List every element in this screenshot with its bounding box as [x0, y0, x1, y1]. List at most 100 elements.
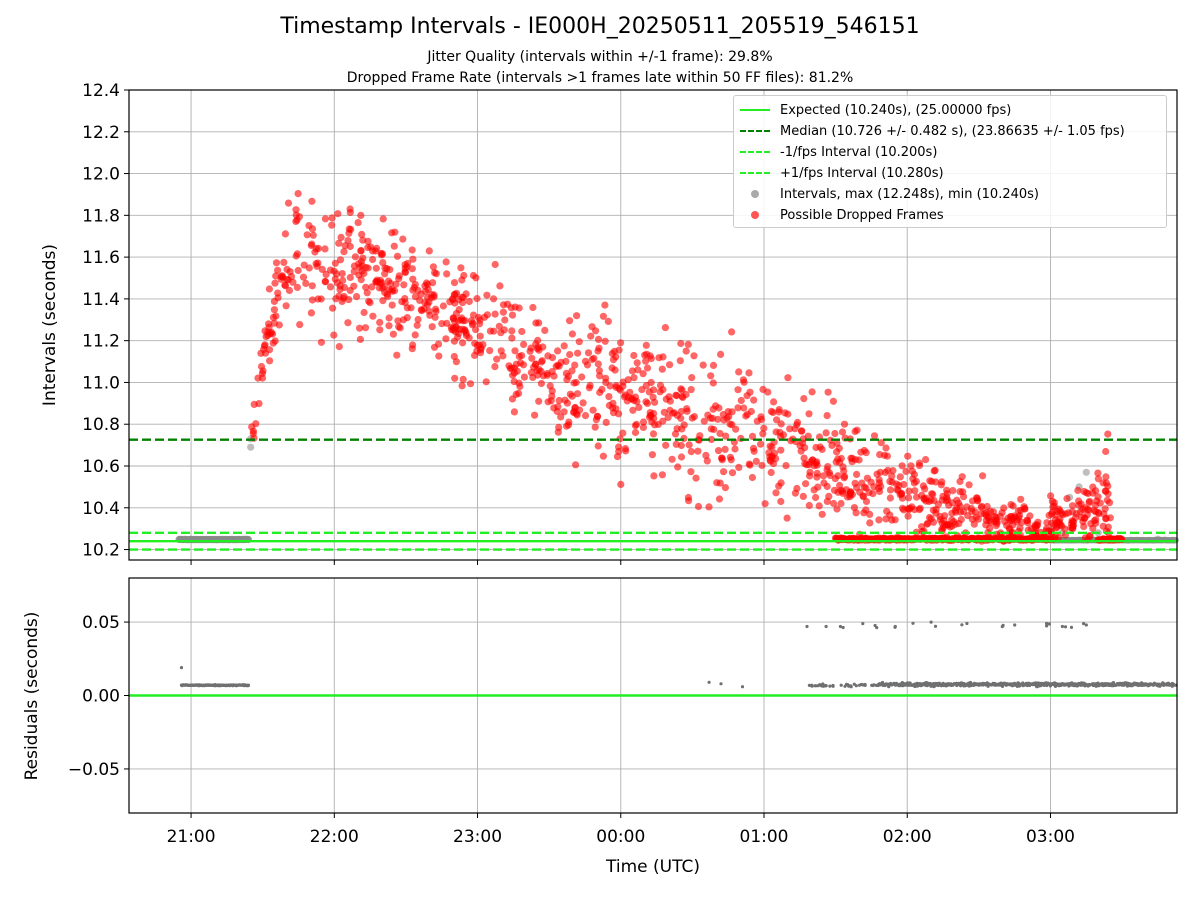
dropped-frame-point — [594, 347, 602, 355]
dropped-frame-point — [379, 259, 387, 267]
dropped-frame-point — [418, 307, 426, 315]
residual-point — [1099, 682, 1103, 686]
dropped-frame-point — [465, 297, 473, 306]
dropped-frame-point — [1094, 475, 1102, 483]
dropped-frame-point — [768, 443, 776, 451]
dropped-frame-point — [317, 338, 325, 346]
top-y-tick-label: 11.6 — [82, 248, 120, 268]
dropped-frame-point — [929, 490, 937, 498]
dropped-frame-point — [829, 397, 838, 405]
residual-point — [893, 625, 897, 629]
dropped-frame-point — [345, 225, 353, 233]
residual-point — [925, 684, 929, 688]
residual-point — [810, 684, 814, 688]
dropped-frame-point — [734, 404, 742, 412]
dropped-frame-point — [688, 374, 696, 382]
dropped-frame-point — [624, 376, 632, 384]
residual-point — [1130, 682, 1134, 686]
dropped-frame-point — [718, 456, 726, 464]
dropped-frame-point — [955, 499, 963, 507]
residual-point — [1063, 625, 1068, 629]
dropped-frame-point — [815, 502, 823, 510]
dropped-frame-point — [1083, 511, 1091, 519]
residual-point — [1168, 682, 1172, 686]
legend-item-plus-fps: +1/fps Interval (10.280s) — [740, 163, 944, 183]
dropped-frame-point — [662, 441, 670, 449]
residual-point — [1035, 684, 1039, 688]
dropped-frame-point — [281, 230, 289, 238]
dropped-frame-point — [737, 396, 745, 405]
dropped-frame-point — [656, 381, 665, 389]
dropped-frame-point — [358, 230, 366, 238]
residual-point — [848, 684, 852, 688]
dropped-frame-point — [985, 513, 993, 521]
dropped-frame-point — [1033, 522, 1041, 530]
residual-point — [1047, 622, 1051, 626]
legend-item-minus-fps: -1/fps Interval (10.200s) — [740, 142, 937, 162]
dropped-frame-point — [338, 297, 346, 305]
residual-point — [1039, 681, 1043, 685]
dropped-frame-point — [557, 413, 565, 421]
dropped-frame-point — [615, 410, 623, 418]
dropped-frame-point — [499, 301, 508, 309]
dropped-frame-point — [777, 420, 785, 428]
dropped-frame-point — [740, 378, 748, 386]
top-y-tick-label: 11.4 — [82, 290, 120, 310]
dropped-frame-point — [943, 486, 951, 494]
dropped-frame-point — [472, 274, 480, 282]
dropped-frame-point — [921, 485, 929, 493]
dropped-frame-point — [764, 388, 772, 396]
dropped-frame-point — [833, 439, 841, 447]
residual-point — [1148, 682, 1152, 686]
interval-point — [1082, 468, 1090, 476]
dropped-frame-point — [260, 345, 268, 353]
dropped-frame-point — [350, 268, 358, 276]
top-y-tick-label: 11.0 — [82, 373, 120, 393]
dropped-frame-point — [335, 343, 343, 351]
dropped-frame-point — [496, 282, 504, 290]
dropped-frame-point — [303, 231, 311, 239]
dropped-frame-point — [587, 332, 595, 340]
dropped-frame-point — [520, 340, 528, 348]
dropped-frame-point — [838, 428, 847, 436]
dropped-frame-point — [819, 472, 828, 480]
dropped-frame-point — [548, 354, 557, 362]
dropped-frame-point — [694, 436, 703, 444]
dropped-frame-point — [620, 393, 629, 401]
dropped-frame-point — [1104, 523, 1112, 531]
dropped-frame-point — [384, 277, 393, 285]
dropped-frame-point — [929, 518, 938, 526]
dropped-frame-point — [459, 375, 467, 383]
dropped-frame-point — [735, 463, 743, 471]
residual-point — [1082, 622, 1086, 626]
dropped-frame-point — [527, 369, 536, 377]
residual-point — [943, 683, 947, 687]
dropped-frame-point — [574, 349, 582, 357]
dropped-frame-point — [438, 320, 446, 328]
residual-point — [1151, 683, 1156, 687]
dropped-frame-point — [508, 327, 516, 335]
residual-point — [707, 680, 711, 684]
dropped-frame-point — [386, 286, 394, 294]
dropped-frame-point — [897, 490, 906, 498]
dropped-frame-point — [904, 452, 912, 460]
dropped-frame-point — [568, 367, 576, 375]
dropped-frame-point — [550, 404, 558, 412]
dropped-frame-point — [724, 408, 732, 416]
residual-point — [1091, 682, 1095, 687]
dropped-frame-point — [1049, 503, 1057, 511]
dropped-frame-point — [356, 263, 364, 271]
dropped-frame-point — [690, 352, 698, 360]
dropped-frame-point — [596, 388, 604, 397]
dropped-frame-point — [692, 474, 700, 482]
dropped-frame-point — [458, 293, 466, 301]
dropped-frame-point — [338, 270, 346, 278]
top-y-tick-label: 12.4 — [82, 81, 120, 101]
dropped-frame-point — [902, 467, 910, 475]
dropped-frame-point — [331, 259, 339, 267]
dropped-frame-point — [601, 301, 609, 309]
dropped-frame-point — [396, 324, 404, 332]
dropped-frame-point — [376, 318, 384, 326]
dropped-frame-point — [452, 310, 460, 318]
dropped-frame-point — [381, 264, 389, 272]
